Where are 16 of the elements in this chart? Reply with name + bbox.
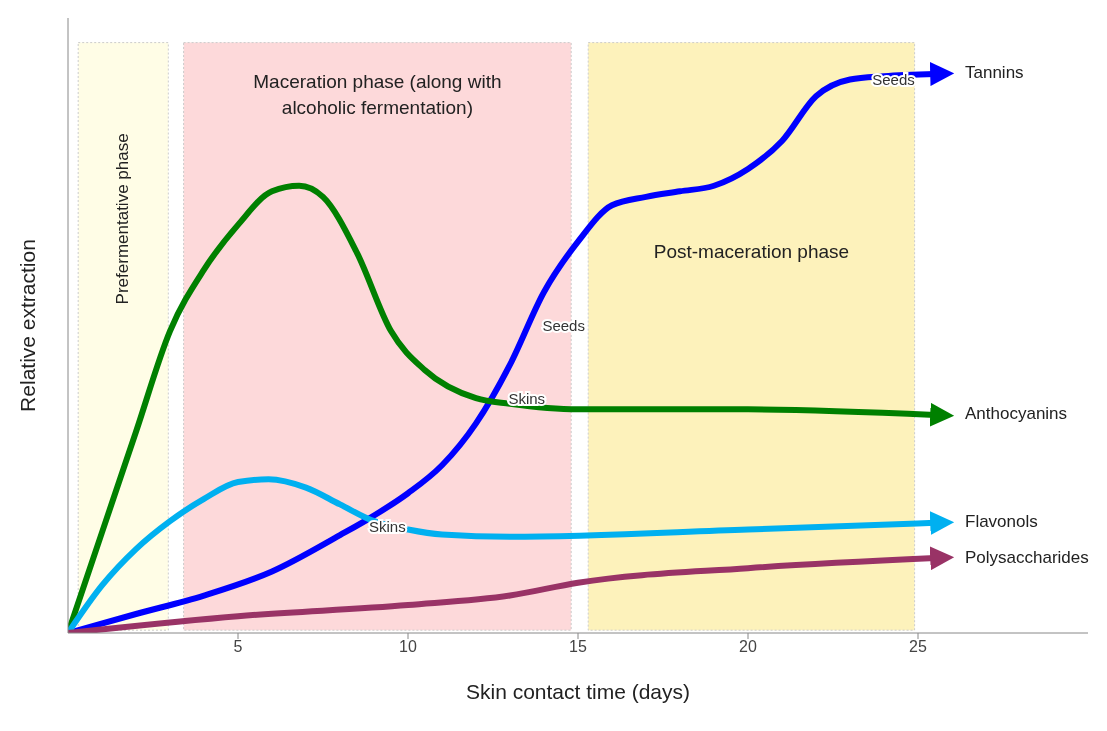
annotation: Seeds	[542, 316, 585, 334]
x-tick-label: 25	[909, 638, 927, 656]
annotation: Skins	[508, 389, 546, 407]
x-tick-label: 15	[569, 638, 587, 656]
x-tick-label: 10	[399, 638, 417, 656]
x-tick-label: 20	[739, 638, 757, 656]
y-axis-title: Relative extraction	[16, 239, 40, 412]
band-label: Maceration phase (along with alcoholic fermentation)	[253, 70, 502, 118]
band-label: Prefermentative phase	[112, 133, 132, 305]
series-label: Polysaccharides	[965, 547, 1089, 567]
series-label: Tannins	[965, 63, 1024, 83]
x-axis-title: Skin contact time (days)	[465, 680, 691, 703]
series-label: Flavonols	[965, 512, 1038, 532]
band-label: Post-maceration phase	[653, 240, 850, 262]
x-tick-label: 5	[233, 638, 243, 656]
series-label: Anthocyanins	[965, 404, 1068, 424]
